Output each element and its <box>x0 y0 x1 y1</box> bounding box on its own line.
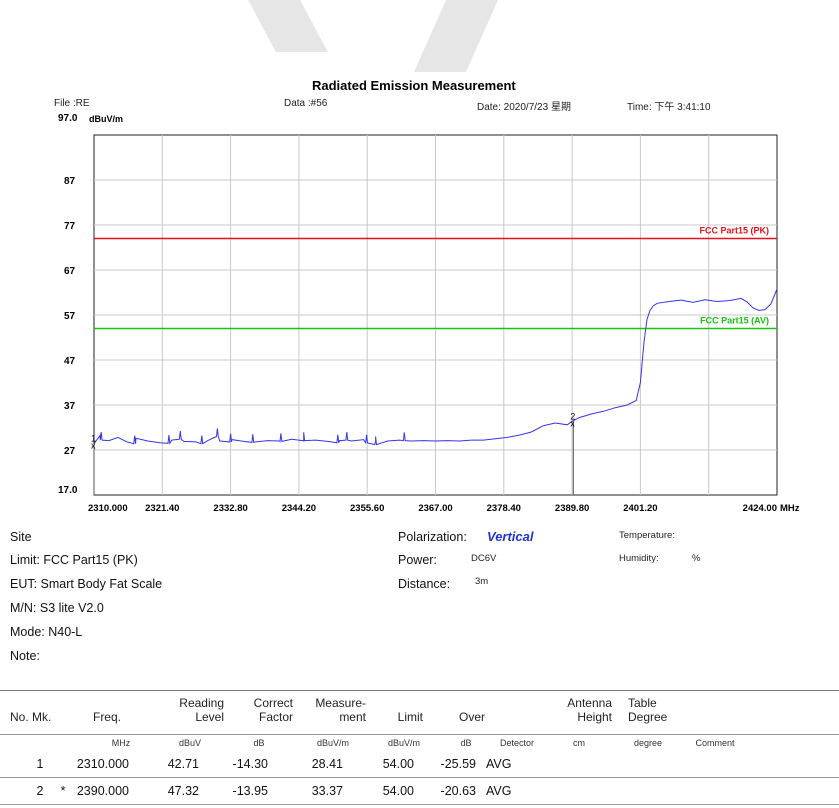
table-cell: 54.00 <box>382 784 414 798</box>
x-tick-label: 2367.00 <box>418 503 452 514</box>
table-top-rule <box>0 690 839 691</box>
table-header: No. Mk. <box>10 710 52 724</box>
mode-label: Mode: N40-L <box>10 625 83 639</box>
table-cell: 1 <box>36 757 44 771</box>
y-tick-label: 27 <box>64 446 76 457</box>
humidity-label: Humidity: <box>619 553 659 564</box>
marker-label: 2 <box>570 411 575 421</box>
model-label: M/N: S3 lite V2.0 <box>10 601 104 615</box>
marker-x: x <box>570 418 575 428</box>
marker-x: x <box>91 441 96 451</box>
y-tick-label: 17.0 <box>58 485 78 496</box>
table-header: Limit <box>397 710 423 724</box>
humidity-unit: % <box>692 553 701 564</box>
y-top-label: 97.0 <box>58 113 78 124</box>
limit-label: FCC Part15 (PK) <box>699 226 769 236</box>
report-title: Radiated Emission Measurement <box>312 78 516 93</box>
table-header: Over <box>458 710 485 724</box>
y-tick-label: 67 <box>64 266 76 277</box>
x-tick-label: 2401.20 <box>623 503 657 514</box>
table-header: Reading Level <box>179 696 224 724</box>
file-label: File :RE <box>54 98 90 109</box>
y-unit-label: dBuV/m <box>89 114 124 124</box>
power-value: DC6V <box>471 553 497 564</box>
y-tick-label: 47 <box>64 356 76 367</box>
table-unit: dB <box>460 738 472 748</box>
power-label: Power: <box>398 553 437 567</box>
table-cell: 47.32 <box>167 784 199 798</box>
table-cell: 2 <box>36 784 44 798</box>
x-tick-label: 2332.80 <box>213 503 247 514</box>
table-cell: -20.63 <box>440 784 476 798</box>
table-cell: -14.30 <box>232 757 268 771</box>
table-cell: 33.37 <box>311 784 343 798</box>
table-unit: dBuV <box>178 738 202 748</box>
y-tick-label: 87 <box>64 176 76 187</box>
table-header: Antenna Height <box>567 696 612 724</box>
table-cell: -13.95 <box>232 784 268 798</box>
table-unit: Comment <box>695 738 735 748</box>
x-tick-label: 2424.00 <box>743 503 777 514</box>
report-date: Date: 2020/7/23 星期 <box>477 102 571 113</box>
table-cell: 42.71 <box>167 757 199 771</box>
emission-trace <box>93 288 778 446</box>
table-cell: * <box>60 784 66 798</box>
table-cell: -25.59 <box>440 757 476 771</box>
data-number: Data :#56 <box>284 98 328 109</box>
table-unit: dB <box>253 738 265 748</box>
table-cell: AVG <box>486 784 512 798</box>
table-header: Table Degree <box>628 696 668 724</box>
y-tick-label: 37 <box>64 401 76 412</box>
table-unit: cm <box>573 738 585 748</box>
note-label: Note: <box>10 649 40 663</box>
x-tick-label: 2389.80 <box>555 503 589 514</box>
marker-label: 1 <box>91 434 96 444</box>
table-row-rule <box>0 777 839 778</box>
table-unit: degree <box>633 738 663 748</box>
x-tick-label: 2344.20 <box>282 503 316 514</box>
table-unit: Detector <box>499 738 534 748</box>
table-unit: dBuV/m <box>316 738 349 748</box>
x-tick-label: 2321.40 <box>145 503 179 514</box>
table-cell: 2310.000 <box>76 757 129 771</box>
x-tick-label: 2378.40 <box>487 503 521 514</box>
table-unit: dBuV/m <box>387 738 420 748</box>
x-tick-label: 2355.60 <box>350 503 384 514</box>
y-tick-label: 57 <box>64 311 76 322</box>
table-unit-rule <box>0 734 839 735</box>
polarization-label: Polarization: <box>398 530 467 544</box>
table-header: Measure- ment <box>315 696 366 724</box>
emission-chart: 87 77 67 57 47 37 27 17.0 2310.000 2321.40 2332.80… <box>58 134 800 514</box>
table-cell: 54.00 <box>382 757 414 771</box>
table-cell: 2390.000 <box>76 784 129 798</box>
site-label: Site <box>10 530 32 544</box>
x-tick-label: 2310.000 <box>88 503 128 514</box>
table-header: Correct Factor <box>253 696 293 724</box>
table-cell: 28.41 <box>311 757 343 771</box>
temperature-label: Temperature: <box>619 530 675 541</box>
table-unit: MHz <box>111 738 131 748</box>
polarization-value: Vertical <box>487 529 534 544</box>
distance-value: 3m <box>475 576 489 587</box>
table-cell: AVG <box>486 757 512 771</box>
eut-label: EUT: Smart Body Fat Scale <box>10 577 163 591</box>
table-header: Freq. <box>92 710 121 724</box>
report-time: Time: 下午 3:41:10 <box>627 102 711 113</box>
distance-label: Distance: <box>398 577 451 591</box>
x-unit-label: MHz <box>780 503 800 514</box>
y-tick-label: 77 <box>64 221 76 232</box>
limit-label: FCC Part15 (AV) <box>700 316 769 326</box>
limit-label: Limit: FCC Part15 (PK) <box>10 553 138 567</box>
table-row-rule <box>0 804 839 805</box>
